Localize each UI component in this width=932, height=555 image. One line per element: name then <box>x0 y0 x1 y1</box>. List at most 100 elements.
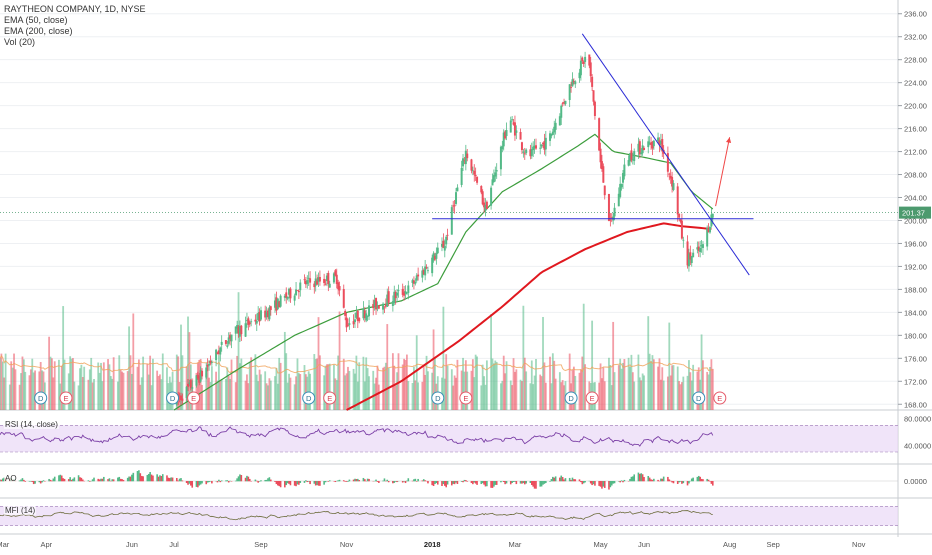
volume-bar <box>496 362 498 410</box>
ao-bar <box>19 480 21 481</box>
volume-bar <box>73 382 75 410</box>
ao-bar <box>614 481 616 483</box>
ao-bar <box>99 479 101 481</box>
legend-ema200[interactable]: EMA (200, close) <box>4 26 146 37</box>
ao-histogram <box>0 470 714 489</box>
ao-bar <box>386 480 388 482</box>
dividend-badge[interactable]: D <box>432 392 444 404</box>
ao-bar <box>239 474 241 481</box>
ao-bar <box>356 479 358 481</box>
ao-bar <box>580 481 582 482</box>
earnings-badge[interactable]: E <box>460 392 472 404</box>
candle-body <box>296 290 298 291</box>
ao-bar <box>166 475 168 481</box>
candle-body <box>298 291 300 292</box>
ao-bar <box>392 481 394 483</box>
candle-body <box>329 284 331 288</box>
dividend-badge[interactable]: D <box>565 392 577 404</box>
ao-bar <box>1 480 3 482</box>
ao-bar <box>553 478 555 482</box>
dividend-badge[interactable]: D <box>693 392 705 404</box>
dividend-badge[interactable]: D <box>35 392 47 404</box>
ao-bar <box>78 475 80 481</box>
ao-bar <box>402 481 404 483</box>
ao-bar <box>197 481 199 487</box>
ao-bar <box>520 481 522 484</box>
time-axis-label: Apr <box>40 540 52 549</box>
ao-bar <box>177 480 179 481</box>
downtrend-line <box>582 34 749 275</box>
volume-bar <box>24 372 26 410</box>
legend-ema50[interactable]: EMA (50, close) <box>4 15 146 26</box>
volume-bar <box>348 371 350 410</box>
ao-bar <box>168 478 170 482</box>
earnings-badge[interactable]: E <box>714 392 726 404</box>
ao-bar <box>48 479 50 481</box>
volume-bar <box>506 361 508 410</box>
volume-bar <box>368 376 370 410</box>
ao-bar <box>102 479 104 482</box>
candle-body <box>639 141 641 154</box>
ao-bar <box>490 481 492 488</box>
candle-body <box>289 289 291 299</box>
ao-bar <box>51 481 53 482</box>
ao-bar <box>433 481 435 486</box>
rsi-pane-label[interactable]: RSI (14, close) <box>4 420 59 429</box>
ao-bar <box>454 481 456 484</box>
badge-letter: E <box>63 394 68 403</box>
ao-bar <box>702 479 704 481</box>
candle-body <box>201 371 203 377</box>
candle-body <box>604 186 606 196</box>
ao-bar <box>583 481 585 483</box>
ao-bar <box>668 479 670 481</box>
ao-bar <box>574 479 576 481</box>
ao-bar <box>464 480 466 481</box>
volume-bar <box>447 366 449 410</box>
time-axis-label: Jul <box>169 540 179 549</box>
ao-bar <box>523 481 525 483</box>
ao-bar <box>231 481 233 482</box>
ao-bar <box>699 477 701 481</box>
volume-bar <box>515 369 517 410</box>
ao-bar <box>287 481 289 483</box>
ao-bar <box>610 481 612 487</box>
ao-bar <box>198 481 200 486</box>
earnings-badge[interactable]: E <box>188 392 200 404</box>
volume-bar <box>378 385 380 410</box>
time-axis-label: Sep <box>766 540 779 549</box>
ao-bar <box>169 478 171 481</box>
candle-body <box>219 348 221 355</box>
legend-volume[interactable]: Vol (20) <box>4 37 146 48</box>
ao-bar <box>539 481 541 487</box>
ao-bar <box>663 477 665 482</box>
earnings-badge[interactable]: E <box>60 392 72 404</box>
candle-body <box>692 253 694 258</box>
volume-bar <box>682 377 684 410</box>
ao-bar <box>632 476 634 481</box>
ao-bar <box>148 474 150 481</box>
ao-bar <box>288 481 290 484</box>
candle-body <box>569 84 571 100</box>
ao-pane-label[interactable]: AO <box>4 474 18 483</box>
ao-bar <box>708 480 710 482</box>
ao-bar <box>147 475 149 481</box>
ao-bar <box>687 481 689 485</box>
mfi-pane-label[interactable]: MFI (14) <box>4 506 36 515</box>
earnings-badge[interactable]: E <box>324 392 336 404</box>
ao-bar <box>492 481 494 488</box>
dividend-badge[interactable]: D <box>303 392 315 404</box>
candle-body <box>571 79 573 86</box>
dividend-badge[interactable]: D <box>167 392 179 404</box>
ao-bar <box>638 473 640 482</box>
ao-bar <box>308 481 310 482</box>
volume-bar <box>535 359 537 410</box>
ao-bar <box>217 481 219 482</box>
candle-body <box>609 220 611 221</box>
ao-bar <box>121 479 123 481</box>
candle-body <box>600 149 602 163</box>
ao-bar <box>452 481 454 484</box>
earnings-badge[interactable]: E <box>586 392 598 404</box>
price-axis-label: 228.00 <box>904 56 927 65</box>
